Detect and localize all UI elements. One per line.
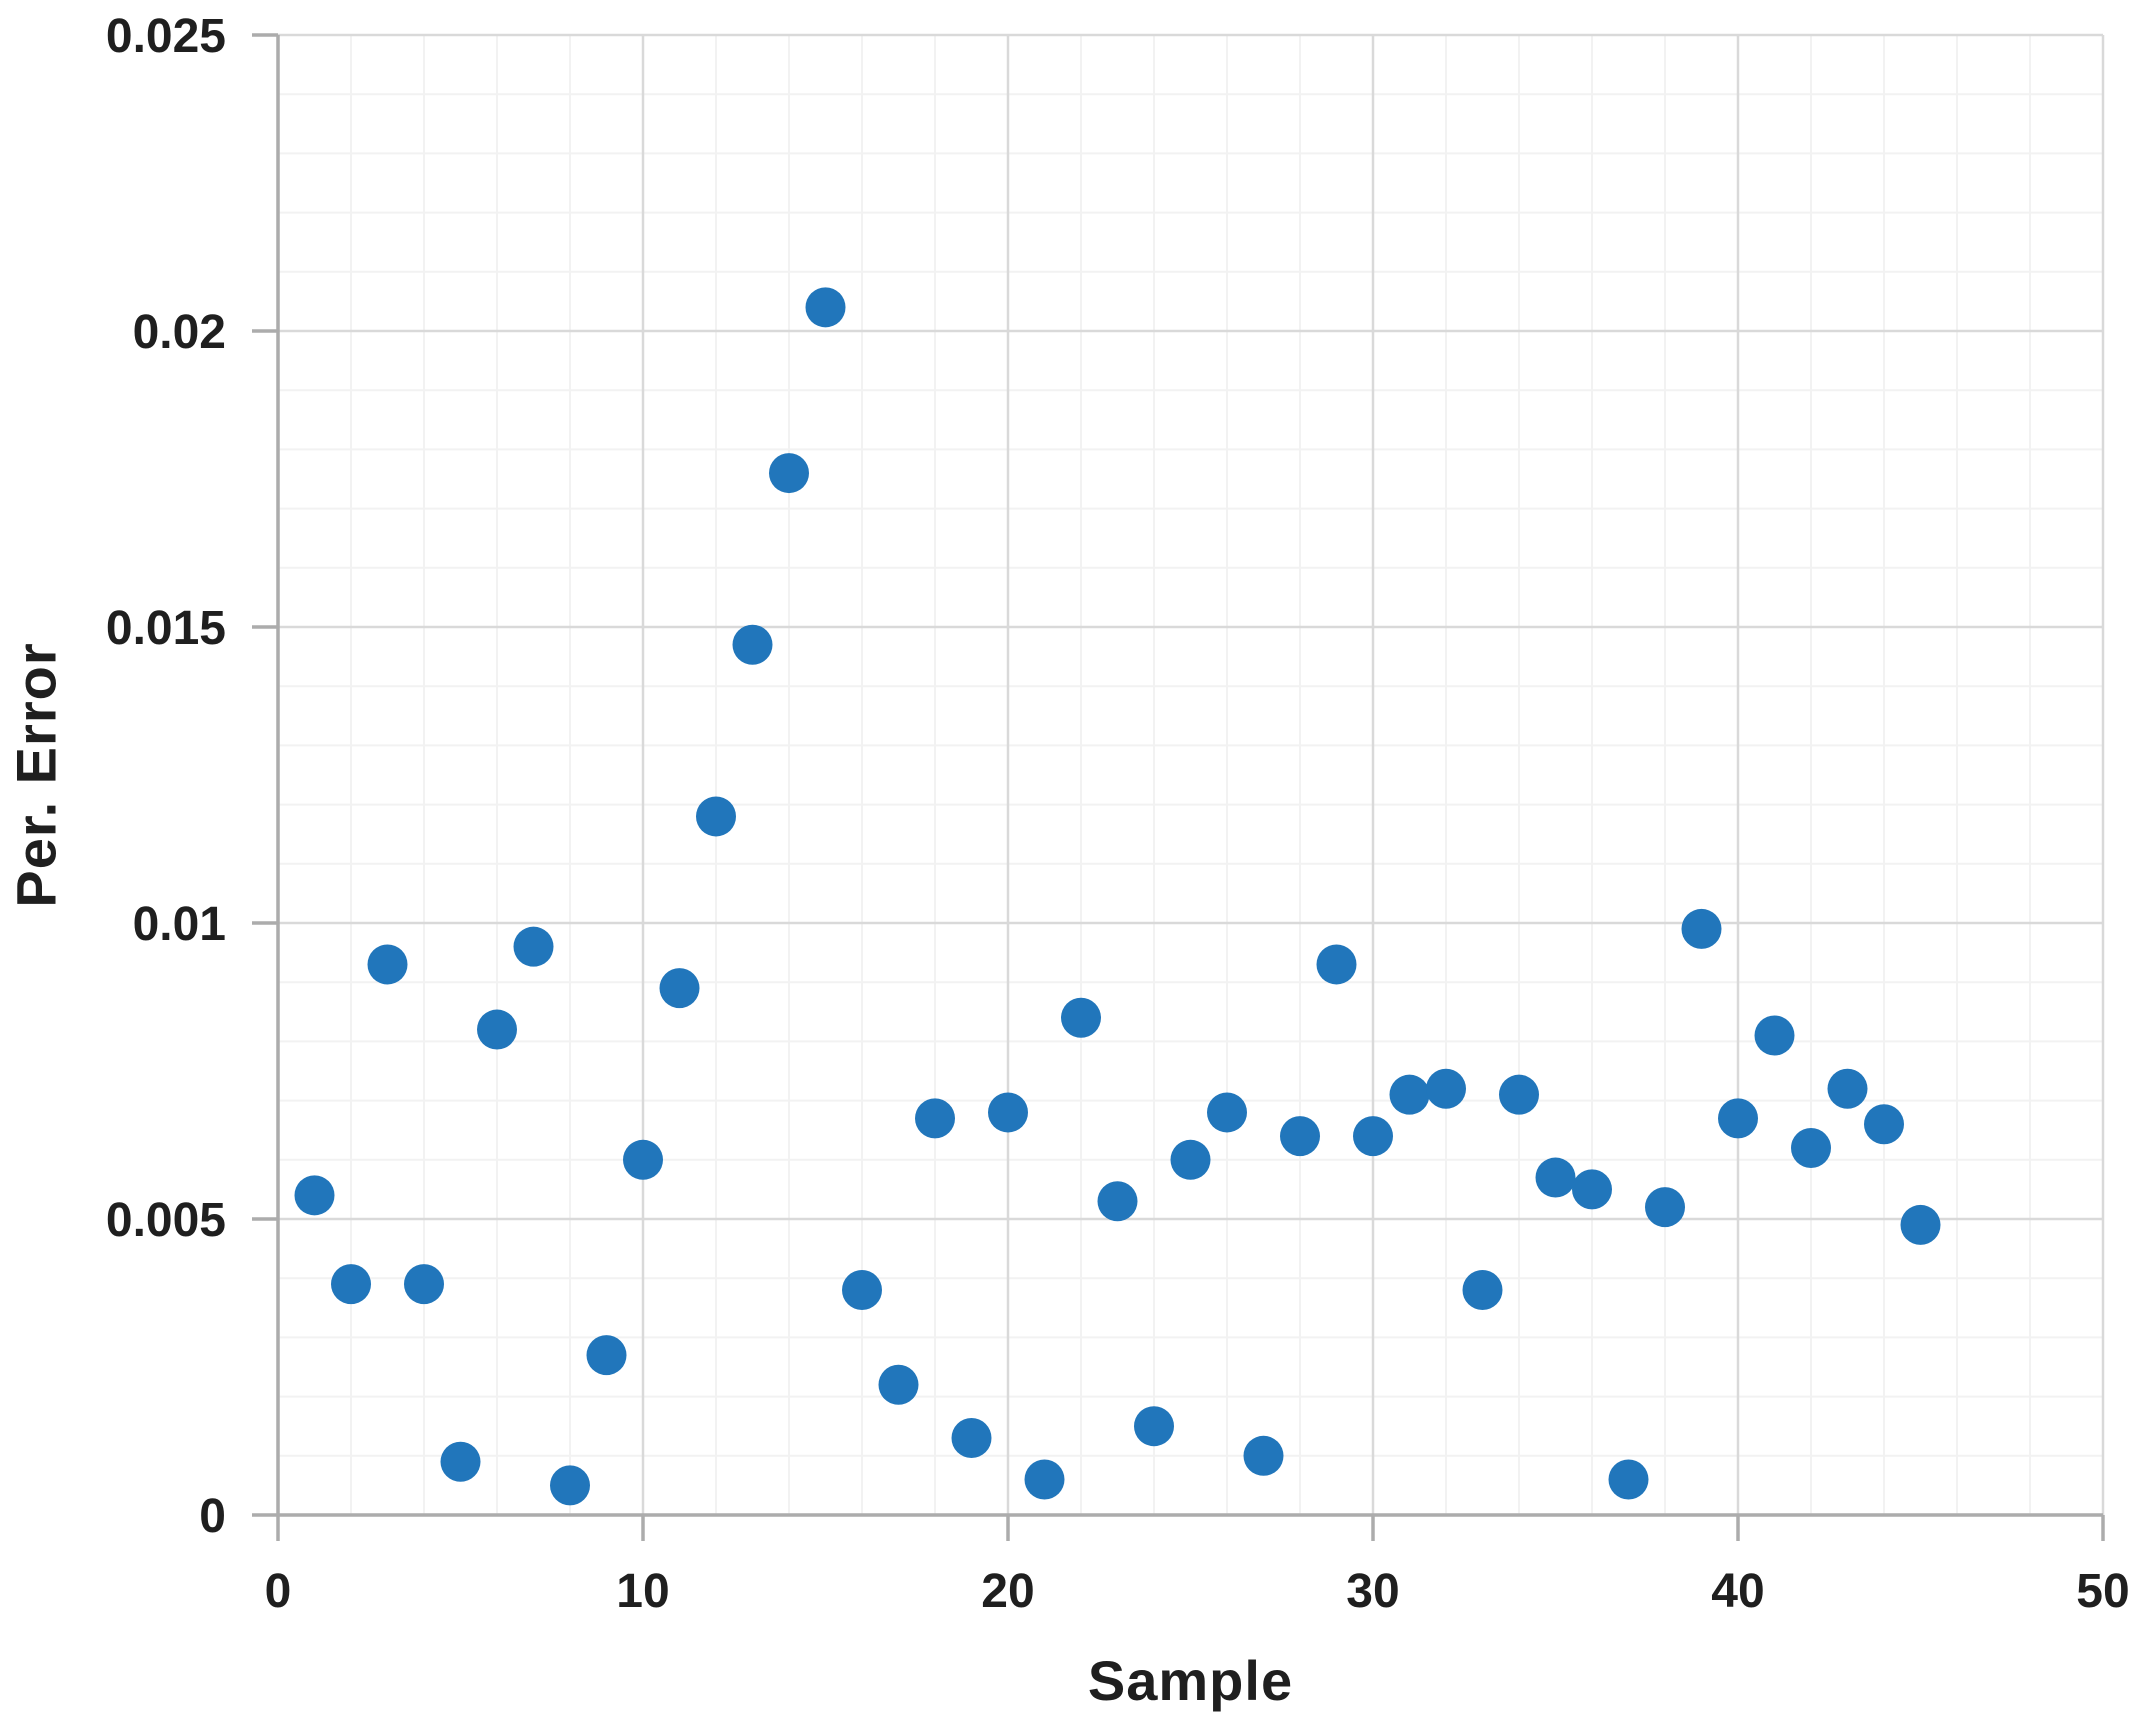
x-tick-label: 50	[2076, 1565, 2129, 1618]
data-point	[1681, 908, 1722, 949]
data-point	[1280, 1116, 1320, 1157]
y-tick-label: 0.005	[106, 1194, 226, 1247]
data-point	[1827, 1068, 1868, 1109]
data-point	[696, 796, 736, 837]
data-point	[513, 926, 554, 967]
data-point	[1207, 1092, 1247, 1133]
data-point	[1754, 1015, 1795, 1056]
data-point	[1097, 1181, 1138, 1222]
y-tick-label: 0.025	[106, 10, 226, 63]
data-point	[1353, 1116, 1393, 1157]
x-axis-title: Sample	[1087, 1649, 1294, 1712]
data-point	[1718, 1098, 1758, 1139]
data-point	[1864, 1104, 1904, 1145]
data-point	[550, 1465, 590, 1506]
data-point	[769, 453, 809, 494]
data-point	[1243, 1435, 1284, 1476]
x-tick-label: 30	[1346, 1565, 1399, 1618]
data-point	[805, 287, 846, 328]
data-point	[1499, 1074, 1539, 1115]
data-point	[1535, 1157, 1576, 1198]
data-point	[951, 1418, 992, 1459]
x-tick-label: 40	[1711, 1565, 1764, 1618]
data-point	[294, 1175, 335, 1216]
data-point	[1645, 1187, 1685, 1228]
data-point	[1061, 997, 1101, 1038]
data-point	[1024, 1459, 1065, 1500]
data-point	[659, 968, 700, 1009]
x-tick-label: 20	[981, 1565, 1034, 1618]
data-point	[1316, 944, 1357, 985]
y-tick-label: 0.015	[106, 602, 226, 655]
y-axis-title: Per. Error	[4, 642, 68, 908]
data-point	[1900, 1204, 1941, 1245]
data-point	[842, 1270, 882, 1311]
data-point	[1170, 1139, 1211, 1180]
data-point	[878, 1364, 919, 1405]
data-point	[732, 624, 773, 665]
data-point	[477, 1009, 517, 1050]
data-point	[440, 1441, 481, 1482]
data-point	[1426, 1068, 1466, 1109]
data-point	[1572, 1169, 1612, 1210]
data-point	[586, 1335, 627, 1376]
data-point	[1791, 1127, 1831, 1168]
x-tick-label: 10	[616, 1565, 669, 1618]
data-point	[367, 944, 408, 985]
x-tick-label: 0	[265, 1565, 292, 1618]
data-point	[404, 1264, 444, 1305]
data-point	[1389, 1074, 1430, 1115]
y-tick-label: 0.02	[133, 306, 226, 359]
data-point	[988, 1092, 1028, 1133]
data-point	[1134, 1406, 1174, 1447]
data-point	[915, 1098, 955, 1139]
data-point	[1608, 1459, 1649, 1500]
data-point	[1462, 1270, 1503, 1311]
data-point	[623, 1139, 663, 1180]
data-point	[331, 1264, 371, 1305]
y-tick-label: 0.01	[133, 898, 226, 951]
y-tick-label: 0	[199, 1490, 226, 1543]
